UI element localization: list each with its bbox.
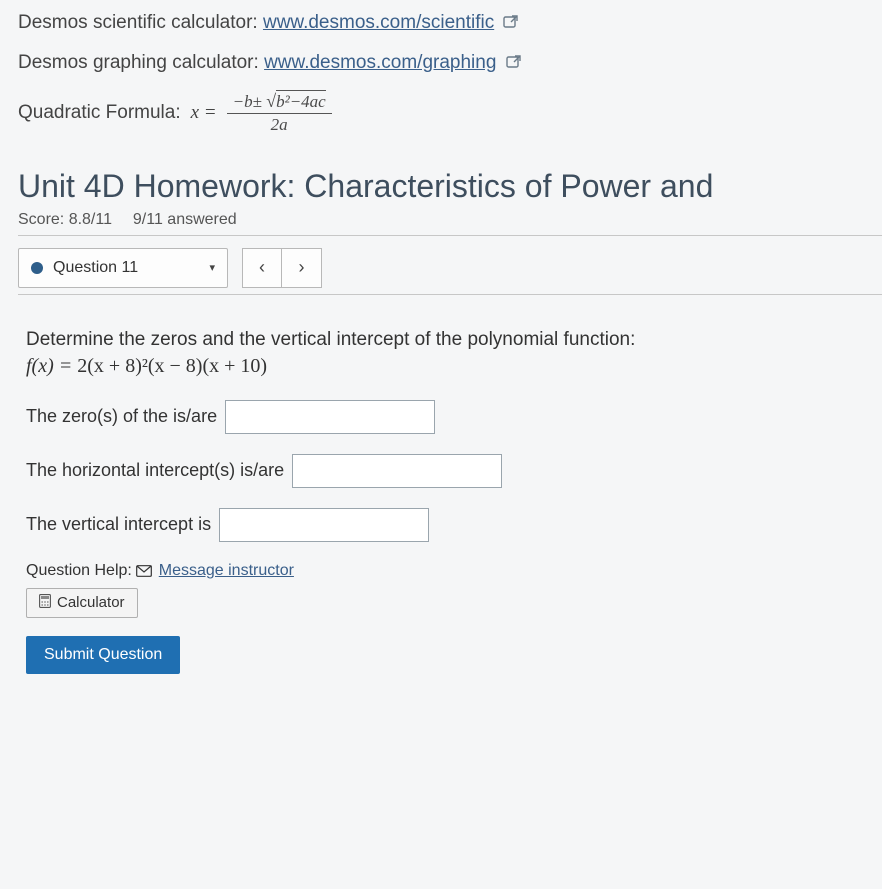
- vintercept-label: The vertical intercept is: [26, 514, 211, 535]
- question-function: f(x) = 2(x + 8)²(x − 8)(x + 10): [26, 355, 874, 378]
- status-dot-icon: [31, 262, 43, 274]
- prev-question-button[interactable]: ‹: [242, 248, 282, 288]
- intro-prefix-2: Desmos graphing calculator:: [18, 52, 264, 73]
- fn-rhs: 2(x + 8)²(x − 8)(x + 10): [77, 355, 267, 377]
- intro-prefix-1: Desmos scientific calculator:: [18, 12, 263, 33]
- question-body: Determine the zeros and the vertical int…: [18, 307, 882, 684]
- question-nav: Question 11 ▾ ‹ ›: [18, 248, 882, 288]
- question-prompt: Determine the zeros and the vertical int…: [26, 329, 874, 351]
- next-question-button[interactable]: ›: [282, 248, 322, 288]
- fn-lhs: f(x) =: [26, 355, 77, 377]
- quadratic-formula-row: Quadratic Formula: x = −b± √b²−4ac 2a: [18, 92, 882, 134]
- intro-line-scientific: Desmos scientific calculator: www.desmos…: [18, 12, 882, 34]
- formula-num-left: −b±: [233, 92, 262, 111]
- divider: [18, 235, 882, 236]
- answered-count: 9/11 answered: [133, 211, 237, 228]
- calculator-icon: [39, 594, 51, 612]
- score-label: Score:: [18, 211, 69, 228]
- vintercept-row: The vertical intercept is: [26, 508, 874, 542]
- divider: [18, 294, 882, 295]
- vintercept-input[interactable]: [219, 508, 429, 542]
- intro-line-graphing: Desmos graphing calculator: www.desmos.c…: [18, 52, 882, 74]
- link-desmos-graphing[interactable]: www.desmos.com/graphing: [264, 52, 496, 73]
- nav-buttons: ‹ ›: [242, 248, 322, 288]
- link-desmos-scientific[interactable]: www.desmos.com/scientific: [263, 12, 494, 33]
- envelope-icon: [136, 564, 152, 582]
- unit-title: Unit 4D Homework: Characteristics of Pow…: [18, 168, 882, 205]
- calculator-button-label: Calculator: [57, 594, 125, 611]
- zeros-label: The zero(s) of the is/are: [26, 406, 217, 427]
- question-help: Question Help: Message instructor Calcul…: [26, 562, 874, 618]
- score-value: 8.8/11: [69, 211, 112, 228]
- question-dropdown-label: Question 11: [53, 259, 199, 277]
- hintercept-row: The horizontal intercept(s) is/are: [26, 454, 874, 488]
- calculator-button[interactable]: Calculator: [26, 588, 138, 618]
- zeros-row: The zero(s) of the is/are: [26, 400, 874, 434]
- formula-label: Quadratic Formula:: [18, 102, 181, 124]
- formula-fraction: −b± √b²−4ac 2a: [227, 92, 332, 134]
- external-link-icon: [503, 15, 519, 29]
- formula-lhs: x =: [191, 102, 217, 124]
- hintercept-label: The horizontal intercept(s) is/are: [26, 460, 284, 481]
- question-dropdown[interactable]: Question 11 ▾: [18, 248, 228, 288]
- formula-den: 2a: [271, 114, 288, 134]
- score-line: Score: 8.8/11 9/11 answered: [18, 211, 882, 229]
- zeros-input[interactable]: [225, 400, 435, 434]
- formula-radicand: b²−4ac: [276, 90, 326, 111]
- message-instructor-link[interactable]: Message instructor: [159, 562, 294, 579]
- help-label: Question Help:: [26, 562, 132, 579]
- chevron-down-icon: ▾: [209, 261, 215, 274]
- submit-question-button[interactable]: Submit Question: [26, 636, 180, 674]
- external-link-icon: [506, 55, 522, 69]
- hintercept-input[interactable]: [292, 454, 502, 488]
